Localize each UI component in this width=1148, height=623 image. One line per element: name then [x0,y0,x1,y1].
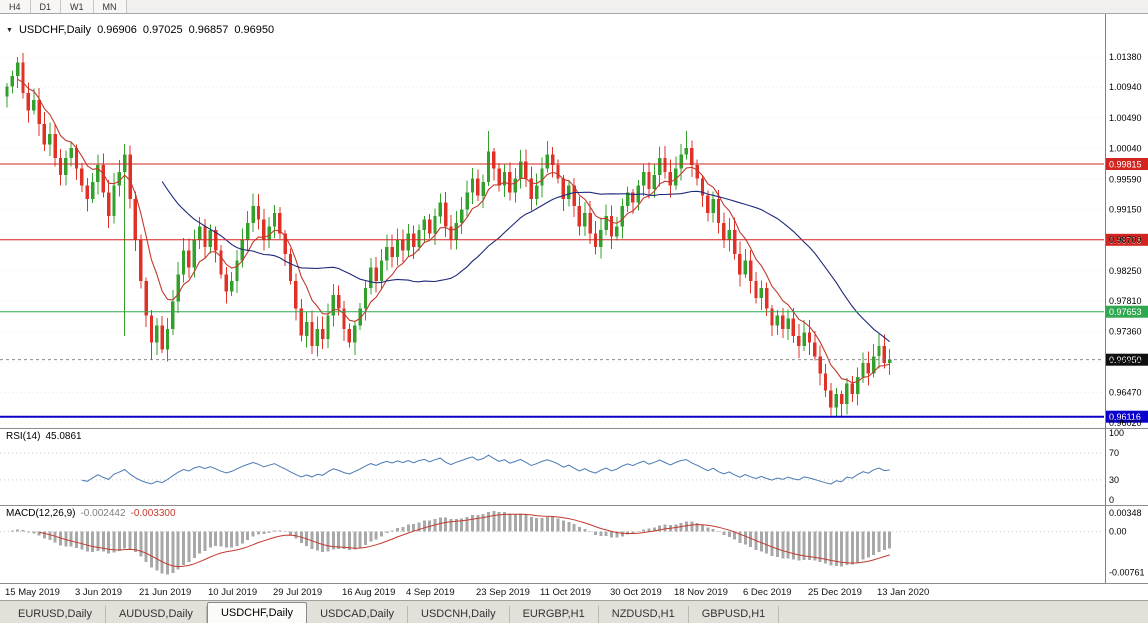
svg-text:0.96020: 0.96020 [1109,418,1142,428]
rsi-levels [0,452,1104,481]
hline-0.97653[interactable]: 0.97653 [0,305,1148,318]
svg-text:0.98705: 0.98705 [1109,235,1142,245]
svg-text:0.97810: 0.97810 [1109,296,1142,306]
date-label: 10 Jul 2019 [208,587,258,598]
time-axis[interactable]: 15 May 2019 3 Jun 2019 21 Jun 2019 10 Jul 2… [0,583,1148,600]
chart-title: ▼ USDCHF,Daily 0.96906 0.97025 0.96857 0… [6,24,274,36]
hline-0.96116[interactable]: 0.96116 [0,410,1148,423]
date-label: 21 Jun 2019 [139,587,192,598]
svg-text:30: 30 [1109,475,1119,485]
macd-indicator-label: MACD(12,26,9) -0.002442 -0.003300 [6,508,176,519]
rsi-indicator-label: RSI(14) 45.0861 [6,431,82,442]
svg-text:0.98250: 0.98250 [1109,266,1142,276]
svg-text:-0.00761: -0.00761 [1109,568,1145,578]
chart-symbol-period: USDCHF,Daily [18,24,92,36]
timeframe-tab-mn[interactable]: MN [93,0,127,13]
macd-axis[interactable]: 0.00348 0.00 -0.00761 [1105,505,1145,583]
chart-tab-eurusd-daily[interactable]: EURUSD,Daily [5,606,106,623]
current-price-line: 0.96950 [0,353,1148,366]
chart-tab-eurgbp-h1[interactable]: EURGBP,H1 [510,606,599,623]
main-chart[interactable]: 0.998150.987050.976530.961160.969501.013… [0,14,1148,428]
macd-signal-value: -0.003300 [130,508,176,519]
date-label: 29 Jul 2019 [273,587,323,598]
hline-0.99815[interactable]: 0.99815 [0,158,1148,170]
chart-tab-gbpusd-h1[interactable]: GBPUSD,H1 [689,606,780,623]
svg-text:0.00348: 0.00348 [1109,508,1142,518]
svg-text:1.01380: 1.01380 [1109,52,1142,62]
macd-name: MACD(12,26,9) [6,508,76,519]
date-label: 30 Oct 2019 [610,587,662,598]
svg-text:0.99150: 0.99150 [1109,204,1142,214]
timeframe-tab-w1[interactable]: W1 [61,0,94,13]
chart-tab-usdcad-daily[interactable]: USDCAD,Daily [307,606,409,623]
date-label: 25 Dec 2019 [808,587,862,598]
date-label: 13 Jan 2020 [877,587,930,598]
rsi-value: 45.0861 [45,431,82,442]
svg-text:0.98700: 0.98700 [1109,235,1142,245]
svg-text:0.99590: 0.99590 [1109,174,1142,184]
macd-main-value: -0.002442 [80,508,126,519]
svg-text:0: 0 [1109,495,1114,505]
svg-text:0.96910: 0.96910 [1109,357,1142,367]
timeframe-tab-h4[interactable]: H4 [0,0,31,13]
date-label: 16 Aug 2019 [342,587,396,598]
hline-0.98705[interactable]: 0.98705 [0,233,1148,246]
svg-text:0.97360: 0.97360 [1109,327,1142,337]
ohlc-high: 0.97025 [142,24,183,36]
chart-shift-marker-icon: ▼ [6,26,13,34]
date-label: 23 Sep 2019 [476,587,530,598]
date-label: 3 Jun 2019 [75,587,123,598]
ohlc-close: 0.96950 [234,24,275,36]
svg-text:100: 100 [1109,428,1124,438]
chart-tab-usdchf-daily[interactable]: USDCHF,Daily [206,602,308,623]
chart-tab-usdcnh-daily[interactable]: USDCNH,Daily [408,606,510,623]
date-label: 11 Oct 2019 [540,587,592,598]
svg-text:0.00: 0.00 [1109,527,1127,537]
price-axis[interactable]: 1.01380 1.00940 1.00490 1.00040 0.99590 0.991… [1105,14,1142,428]
svg-text:1.00040: 1.00040 [1109,144,1142,154]
timeframe-tab-d1[interactable]: D1 [30,0,62,13]
macd-panel[interactable]: 0.00348 0.00 -0.00761 [0,505,1148,583]
chart-tab-audusd-daily[interactable]: AUDUSD,Daily [106,606,207,623]
chart-tab-bar: EURUSD,Daily AUDUSD,Daily USDCHF,Daily USDC… [0,600,1148,623]
date-label: 6 Dec 2019 [743,587,792,598]
ohlc-low: 0.96857 [188,24,229,36]
svg-text:1.00940: 1.00940 [1109,82,1142,92]
svg-text:0.96116: 0.96116 [1109,412,1141,422]
rsi-line [81,454,890,485]
ma-slow-line [161,181,891,343]
date-label: 18 Nov 2019 [674,587,728,598]
candles [5,53,892,417]
date-label: 4 Sep 2019 [406,587,455,598]
svg-text:0.96470: 0.96470 [1109,388,1142,398]
svg-text:1.00490: 1.00490 [1109,113,1142,123]
macd-histogram [5,511,892,575]
ma-fast-line [17,78,890,384]
svg-text:0.96950: 0.96950 [1109,355,1142,365]
macd-signal-line [38,513,890,568]
ohlc-open: 0.96906 [97,24,137,36]
rsi-axis[interactable]: 100 70 30 0 [1105,428,1125,505]
svg-text:0.97653: 0.97653 [1109,307,1142,317]
chart-tab-nzdusd-h1[interactable]: NZDUSD,H1 [599,606,689,623]
svg-text:70: 70 [1109,448,1119,458]
rsi-name: RSI(14) [6,431,41,442]
timeframe-toolbar: H4 D1 W1 MN [0,0,1148,14]
date-label: 15 May 2019 [5,587,60,598]
svg-text:0.99815: 0.99815 [1109,160,1142,170]
rsi-panel[interactable]: 100 70 30 0 [0,428,1148,505]
